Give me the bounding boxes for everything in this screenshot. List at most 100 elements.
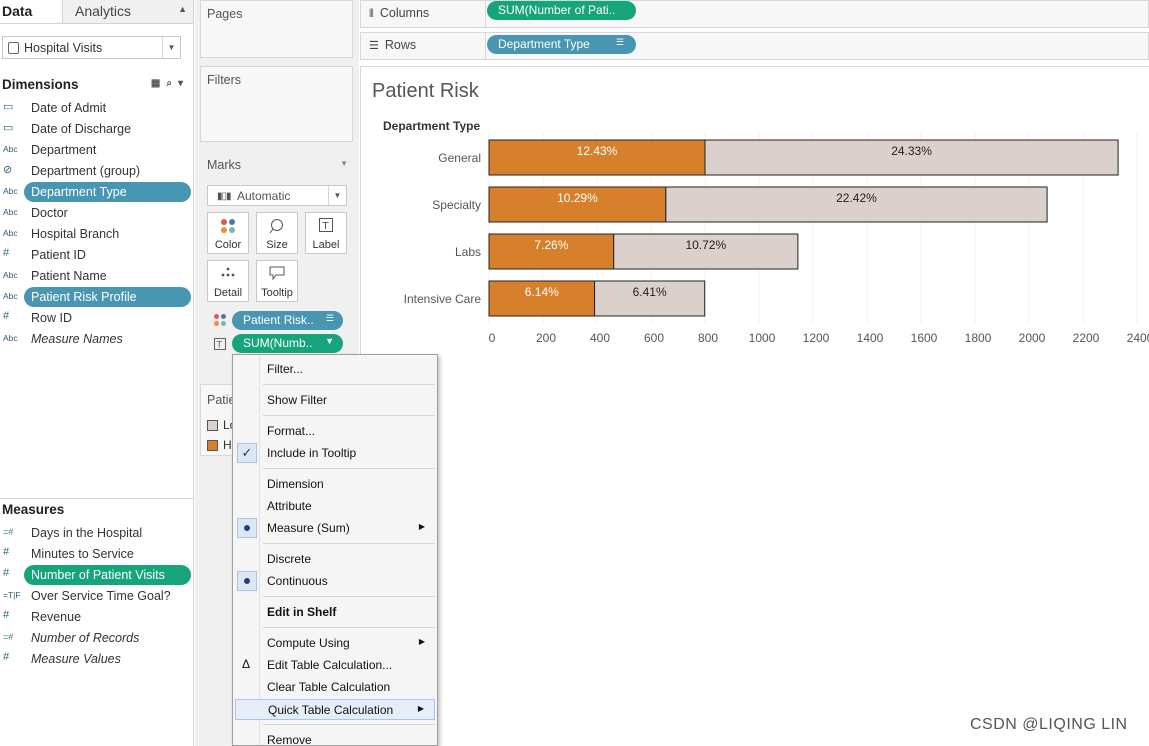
field-item[interactable]: Abc Patient Name — [0, 266, 193, 287]
bar-segment[interactable] — [594, 280, 706, 317]
calc-hash-icon: =# — [3, 527, 14, 537]
field-item[interactable]: ⊘ Department (group) — [0, 161, 193, 182]
menu-item-label: Clear Table Calculation — [267, 680, 391, 694]
chevron-down-icon[interactable]: ▼ — [328, 186, 346, 205]
field-item[interactable]: Abc Measure Names — [0, 329, 193, 350]
menu-item[interactable]: Format... — [235, 421, 435, 442]
hash-icon: # — [3, 651, 10, 663]
field-name: Measure Values — [31, 652, 121, 666]
field-item[interactable]: =# Days in the Hospital — [0, 523, 193, 544]
chevron-down-icon[interactable]: ▼ — [340, 159, 348, 168]
field-item[interactable]: # Minutes to Service — [0, 544, 193, 565]
dimensions-title: Dimensions — [2, 77, 79, 92]
label-button[interactable]: T Label — [305, 212, 347, 254]
submenu-arrow-icon: ▶ — [418, 522, 425, 531]
label-pill[interactable]: SUM(Numb.. ▼ — [232, 334, 343, 353]
data-label: 6.41% — [633, 285, 667, 299]
color-pill[interactable]: Patient Risk.. ☰ — [232, 311, 343, 330]
field-item[interactable]: Abc Department — [0, 140, 193, 161]
field-item[interactable]: Abc Doctor — [0, 203, 193, 224]
columns-label: ⦀ Columns — [361, 1, 486, 27]
menu-item[interactable]: Compute Using ▶ — [235, 633, 435, 654]
menu-item[interactable]: Measure (Sum) ▶ — [235, 518, 435, 539]
bar-segment[interactable] — [704, 139, 1119, 176]
menu-item[interactable]: Remove — [235, 730, 435, 746]
field-item[interactable]: ▭ Date of Admit — [0, 98, 193, 119]
field-item[interactable]: Abc Patient Risk Profile — [0, 287, 193, 308]
menu-item[interactable]: Continuous — [235, 571, 435, 592]
menu-item[interactable]: Edit in Shelf — [235, 602, 435, 623]
columns-shelf[interactable]: ⦀ Columns SUM(Number of Pati.. — [360, 0, 1149, 28]
bar-segment[interactable] — [488, 139, 706, 176]
hash-icon: # — [3, 609, 10, 621]
color-label: Color — [214, 239, 242, 251]
legend-swatch-low[interactable] — [207, 420, 218, 431]
menu-item[interactable]: Δ Edit Table Calculation... — [235, 655, 435, 676]
menu-item[interactable]: Discrete — [235, 549, 435, 570]
data-label: 10.29% — [557, 191, 598, 205]
menu-item[interactable]: ✓ Include in Tooltip — [235, 443, 435, 464]
dimensions-header: Dimensions ▦⌕▾ — [0, 75, 193, 95]
label-pill-label: SUM(Numb.. — [243, 336, 313, 350]
chevron-down-icon[interactable]: ▾ — [177, 78, 189, 89]
field-item[interactable]: =# Number of Records — [0, 628, 193, 649]
tooltip-button[interactable]: Tooltip — [256, 260, 298, 302]
menu-item[interactable]: Clear Table Calculation — [235, 677, 435, 698]
chevron-down-icon[interactable]: ▼ — [325, 336, 334, 346]
detail-button[interactable]: Detail — [207, 260, 249, 302]
rows-shelf[interactable]: ☰ Rows Department Type ☰ — [360, 32, 1149, 60]
legend-swatch-high[interactable] — [207, 440, 218, 451]
sort-descending-icon[interactable]: ☰ — [615, 37, 624, 47]
menu-item[interactable]: Quick Table Calculation ▶ — [235, 699, 435, 720]
grid-icon[interactable]: ▦ — [150, 78, 167, 89]
menu-item[interactable]: Show Filter — [235, 390, 435, 411]
field-item[interactable]: # Patient ID — [0, 245, 193, 266]
field-item[interactable]: Abc Department Type — [0, 182, 193, 203]
measures-header: Measures — [0, 500, 193, 520]
field-item[interactable]: # Row ID — [0, 308, 193, 329]
sort-icon: ☰ — [325, 313, 334, 323]
tab-data[interactable]: Data — [0, 0, 62, 23]
menu-item[interactable]: Dimension — [235, 474, 435, 495]
field-item[interactable]: # Number of Patient Visits — [0, 565, 193, 586]
rows-pill[interactable]: Department Type ☰ — [487, 35, 636, 54]
category-label: Specialty — [432, 198, 481, 212]
field-item[interactable]: # Measure Values — [0, 649, 193, 670]
updown-arrows-icon[interactable]: ▲ — [178, 4, 187, 14]
field-item[interactable]: Abc Hospital Branch — [0, 224, 193, 245]
menu-item-label: Continuous — [267, 574, 328, 588]
x-tick-label: 0 — [489, 331, 496, 345]
filters-card[interactable]: Filters — [200, 66, 353, 142]
bar-segment[interactable] — [665, 186, 1048, 223]
field-name: Department Type — [31, 185, 127, 199]
menu-item-label: Quick Table Calculation — [268, 703, 394, 717]
field-item[interactable]: =T|F Over Service Time Goal? — [0, 586, 193, 607]
bar-segment[interactable] — [613, 233, 799, 270]
x-tick-label: 400 — [590, 331, 610, 345]
menu-item-label: Remove — [267, 733, 312, 746]
columns-pill[interactable]: SUM(Number of Pati.. — [487, 1, 636, 20]
chevron-down-icon[interactable]: ▼ — [162, 37, 180, 58]
menu-item[interactable]: Attribute — [235, 496, 435, 517]
field-item[interactable]: # Revenue — [0, 607, 193, 628]
color-button[interactable]: Color — [207, 212, 249, 254]
x-tick-label: 1400 — [857, 331, 884, 345]
dimensions-tools[interactable]: ▦⌕▾ — [151, 78, 189, 89]
field-item[interactable]: ▭ Date of Discharge — [0, 119, 193, 140]
tab-analytics[interactable]: Analytics ▲ — [62, 0, 193, 23]
data-label: 6.14% — [525, 285, 559, 299]
datasource-select[interactable]: Hospital Visits ▼ — [2, 36, 181, 59]
menu-item[interactable]: Filter... — [235, 359, 435, 380]
x-tick-label: 1800 — [965, 331, 992, 345]
color-pill-label: Patient Risk.. — [243, 313, 314, 327]
bar-segment[interactable] — [488, 186, 667, 223]
tab-analytics-label: Analytics — [75, 3, 132, 19]
menu-item-label: Attribute — [267, 499, 312, 513]
size-button[interactable]: Size — [256, 212, 298, 254]
bar-segment[interactable] — [488, 233, 615, 270]
mark-type-select[interactable]: ▮▯▮ Automatic ▼ — [207, 185, 347, 206]
filters-title: Filters — [207, 73, 242, 87]
search-icon[interactable]: ⌕ — [166, 78, 178, 89]
pages-card[interactable]: Pages — [200, 0, 353, 58]
hash-icon: # — [3, 546, 10, 558]
